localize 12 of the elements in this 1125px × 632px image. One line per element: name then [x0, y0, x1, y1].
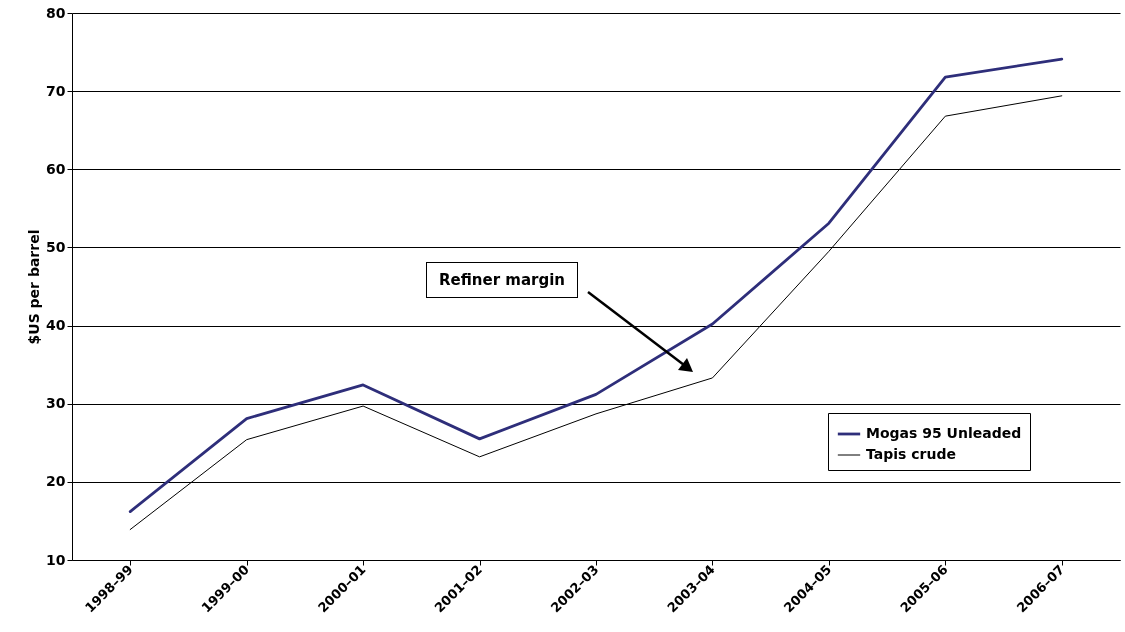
legend-label: Tapis crude [866, 446, 956, 462]
y-tick-label: 60 [46, 160, 66, 177]
y-tick-label: 20 [46, 473, 66, 490]
y-tick-label: 10 [46, 551, 66, 568]
y-tick-label: 30 [46, 395, 66, 412]
y-tick-label: 70 [46, 82, 66, 99]
y-tick-label: 80 [46, 4, 66, 21]
y-tick-label: 50 [46, 238, 66, 255]
y-tick-label: 40 [46, 317, 66, 334]
annotation: Refiner margin [426, 262, 579, 298]
y-axis-title: $US per barrel [26, 229, 43, 345]
legend-label: Mogas 95 Unleaded [866, 425, 1022, 441]
